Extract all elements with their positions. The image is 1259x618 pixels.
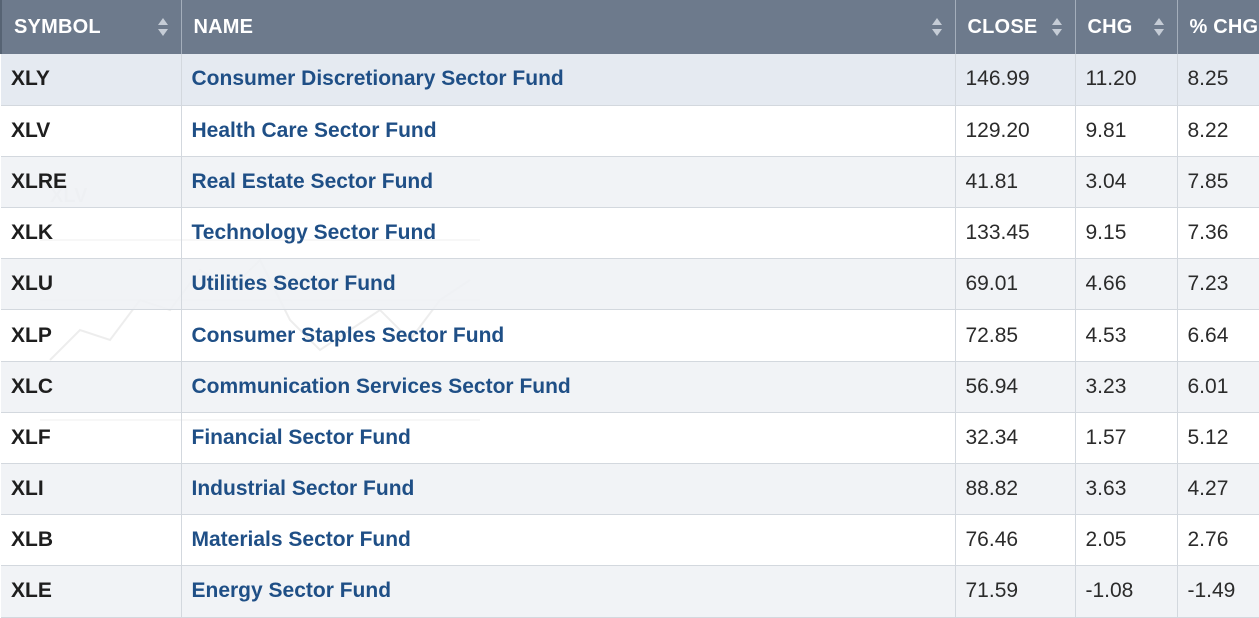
sort-arrows-icon[interactable]	[1051, 17, 1063, 37]
symbol-cell: XLP	[1, 309, 182, 362]
close-cell: 69.01	[955, 258, 1076, 311]
pct-chg-cell: 5.12	[1177, 412, 1259, 465]
header-label: SYMBOL	[14, 15, 101, 38]
symbol-cell: XLE	[1, 565, 182, 618]
chg-cell: 4.53	[1075, 309, 1178, 362]
table-row[interactable]: XLC Communication Services Sector Fund 5…	[1, 361, 1259, 413]
symbol-cell: XLC	[1, 361, 182, 413]
name-cell: Industrial Sector Fund	[181, 463, 956, 516]
symbol-cell: XLK	[1, 207, 182, 260]
header-close[interactable]: CLOSE	[955, 0, 1076, 54]
table-header-row: SYMBOL NAME CLOSE CHG	[0, 0, 1259, 54]
name-cell: Technology Sector Fund	[181, 207, 956, 260]
close-cell: 72.85	[955, 309, 1076, 362]
close-cell: 146.99	[955, 54, 1076, 106]
fund-name-link[interactable]: Energy Sector Fund	[191, 579, 392, 603]
name-cell: Real Estate Sector Fund	[181, 156, 956, 209]
table-row[interactable]: XLY Consumer Discretionary Sector Fund 1…	[1, 54, 1259, 106]
close-cell: 129.20	[955, 105, 1076, 157]
chg-cell: 4.66	[1075, 258, 1178, 311]
close-cell: 41.81	[955, 156, 1076, 209]
symbol-cell: XLU	[1, 258, 182, 311]
pct-chg-cell: -1.49	[1177, 565, 1259, 618]
pct-chg-cell: 6.64	[1177, 309, 1259, 362]
symbol-cell: XLF	[1, 412, 182, 465]
fund-name-link[interactable]: Materials Sector Fund	[191, 528, 411, 552]
header-chg[interactable]: CHG	[1075, 0, 1178, 54]
name-cell: Communication Services Sector Fund	[181, 361, 956, 413]
header-symbol[interactable]: SYMBOL	[0, 0, 182, 54]
pct-chg-cell: 7.36	[1177, 207, 1259, 260]
table-row[interactable]: XLV Health Care Sector Fund 129.20 9.81 …	[1, 105, 1259, 157]
pct-chg-cell: 8.25	[1177, 54, 1259, 106]
header-label: CLOSE	[967, 15, 1038, 38]
close-cell: 88.82	[955, 463, 1076, 516]
sort-arrows-icon[interactable]	[1153, 17, 1165, 37]
name-cell: Health Care Sector Fund	[181, 105, 956, 157]
chg-cell: 11.20	[1075, 54, 1178, 106]
fund-name-link[interactable]: Consumer Staples Sector Fund	[191, 323, 505, 347]
chg-cell: 3.04	[1075, 156, 1178, 209]
pct-chg-cell: 8.22	[1177, 105, 1259, 157]
table-row[interactable]: XLI Industrial Sector Fund 88.82 3.63 4.…	[1, 463, 1259, 516]
fund-name-link[interactable]: Health Care Sector Fund	[191, 118, 437, 142]
close-cell: 76.46	[955, 514, 1076, 567]
name-cell: Materials Sector Fund	[181, 514, 956, 567]
fund-name-link[interactable]: Real Estate Sector Fund	[191, 169, 434, 193]
sort-arrows-icon[interactable]	[931, 17, 943, 37]
name-cell: Consumer Staples Sector Fund	[181, 309, 956, 362]
close-cell: 32.34	[955, 412, 1076, 465]
close-cell: 56.94	[955, 361, 1076, 413]
fund-name-link[interactable]: Financial Sector Fund	[191, 425, 411, 449]
name-cell: Energy Sector Fund	[181, 565, 956, 618]
symbol-cell: XLY	[1, 54, 182, 106]
chg-cell: 2.05	[1075, 514, 1178, 567]
fund-name-link[interactable]: Utilities Sector Fund	[191, 272, 396, 296]
pct-chg-cell: 7.85	[1177, 156, 1259, 209]
table-row[interactable]: XLP Consumer Staples Sector Fund 72.85 4…	[1, 309, 1259, 362]
pct-chg-cell: 4.27	[1177, 463, 1259, 516]
fund-name-link[interactable]: Industrial Sector Fund	[191, 477, 415, 501]
table-row[interactable]: XLU Utilities Sector Fund 69.01 4.66 7.2…	[1, 258, 1259, 311]
header-label: NAME	[193, 15, 254, 38]
pct-chg-cell: 6.01	[1177, 361, 1259, 413]
name-cell: Utilities Sector Fund	[181, 258, 956, 311]
symbol-cell: XLRE	[1, 156, 182, 209]
chg-cell: 3.63	[1075, 463, 1178, 516]
name-cell: Consumer Discretionary Sector Fund	[181, 54, 956, 106]
close-cell: 133.45	[955, 207, 1076, 260]
header-label: CHG	[1087, 15, 1133, 38]
header-name[interactable]: NAME	[181, 0, 956, 54]
chg-cell: 1.57	[1075, 412, 1178, 465]
chg-cell: -1.08	[1075, 565, 1178, 618]
symbol-cell: XLV	[1, 105, 182, 157]
table-row[interactable]: XLE Energy Sector Fund 71.59 -1.08 -1.49	[1, 565, 1259, 618]
chg-cell: 9.15	[1075, 207, 1178, 260]
table-row[interactable]: XLK Technology Sector Fund 133.45 9.15 7…	[1, 207, 1259, 260]
table-row[interactable]: XLB Materials Sector Fund 76.46 2.05 2.7…	[1, 514, 1259, 567]
symbol-cell: XLB	[1, 514, 182, 567]
sort-arrows-icon[interactable]	[157, 17, 169, 37]
table-row[interactable]: XLF Financial Sector Fund 32.34 1.57 5.1…	[1, 412, 1259, 465]
pct-chg-cell: 7.23	[1177, 258, 1259, 311]
fund-name-link[interactable]: Technology Sector Fund	[191, 221, 437, 245]
fund-name-link[interactable]: Consumer Discretionary Sector Fund	[191, 67, 564, 91]
chg-cell: 3.23	[1075, 361, 1178, 413]
symbol-cell: XLI	[1, 463, 182, 516]
header-label: % CHG	[1189, 15, 1259, 38]
close-cell: 71.59	[955, 565, 1076, 618]
header-pct-chg[interactable]: % CHG	[1177, 0, 1259, 54]
fund-name-link[interactable]: Communication Services Sector Fund	[191, 374, 571, 398]
pct-chg-cell: 2.76	[1177, 514, 1259, 567]
name-cell: Financial Sector Fund	[181, 412, 956, 465]
chg-cell: 9.81	[1075, 105, 1178, 157]
table-row[interactable]: XLRE Real Estate Sector Fund 41.81 3.04 …	[1, 156, 1259, 209]
